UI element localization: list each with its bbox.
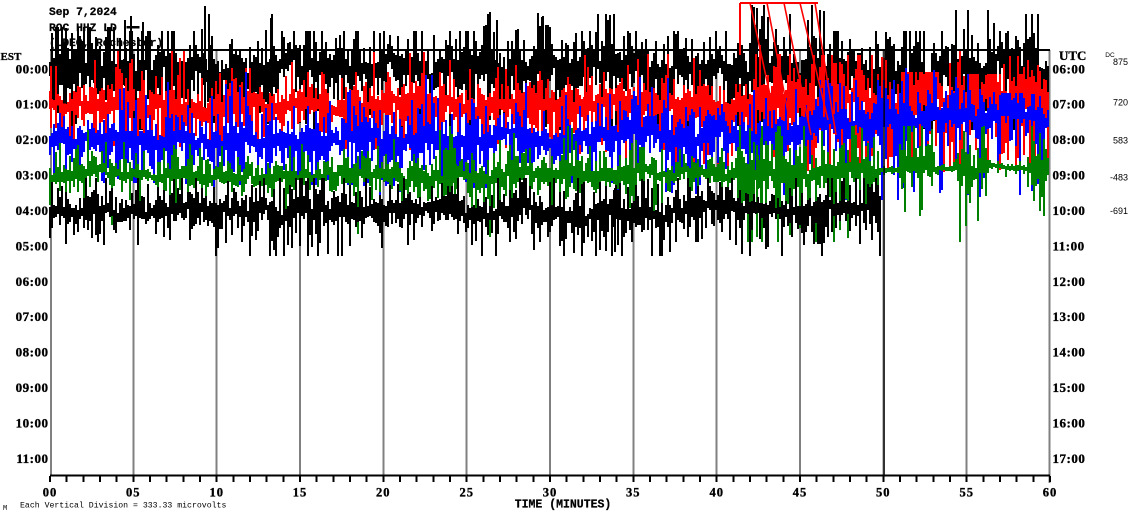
- svg-text:01:00: 01:00: [16, 97, 49, 112]
- svg-text:10:00: 10:00: [16, 416, 49, 431]
- svg-text:08:00: 08:00: [1053, 132, 1086, 147]
- svg-text:16:00: 16:00: [1053, 416, 1086, 431]
- svg-text:Each Vertical Division = 333.: Each Vertical Division = 333.33 microvol…: [20, 501, 226, 511]
- svg-text:M: M: [3, 505, 7, 513]
- svg-text:ROC HHZ LD: ROC HHZ LD: [49, 23, 117, 35]
- svg-text:55: 55: [959, 486, 974, 500]
- svg-text:Sep 7,2024: Sep 7,2024: [49, 7, 117, 19]
- svg-text:-483: -483: [1110, 173, 1128, 183]
- svg-text:15: 15: [293, 486, 308, 500]
- svg-text:00:00: 00:00: [16, 61, 49, 76]
- svg-text:875: 875: [1113, 57, 1128, 67]
- svg-text:30: 30: [543, 486, 558, 500]
- svg-text:05:00: 05:00: [16, 238, 49, 253]
- svg-text:11:00: 11:00: [1053, 238, 1085, 253]
- svg-text:60: 60: [1043, 486, 1058, 500]
- svg-text:00: 00: [43, 486, 58, 500]
- svg-text:EST: EST: [1, 51, 22, 63]
- svg-text:09:00: 09:00: [16, 380, 49, 395]
- svg-text:07:00: 07:00: [16, 309, 49, 324]
- svg-text:10: 10: [209, 486, 224, 500]
- svg-text:17:00: 17:00: [1053, 451, 1086, 466]
- svg-text:-691: -691: [1110, 206, 1128, 216]
- svg-text:12:00: 12:00: [1053, 274, 1086, 289]
- svg-text:04:00: 04:00: [16, 203, 49, 218]
- svg-text:13:00: 13:00: [1053, 309, 1086, 324]
- svg-text:583: 583: [1113, 136, 1128, 146]
- svg-text:05: 05: [126, 486, 141, 500]
- svg-text:10:00: 10:00: [1053, 203, 1086, 218]
- svg-text:06:00: 06:00: [1053, 61, 1086, 76]
- svg-text:07:00: 07:00: [1053, 97, 1086, 112]
- svg-text:02:00: 02:00: [16, 132, 49, 147]
- svg-text:14:00: 14:00: [1053, 345, 1086, 360]
- svg-text:40: 40: [709, 486, 724, 500]
- svg-text:15:00: 15:00: [1053, 380, 1086, 395]
- svg-text:03:00: 03:00: [16, 168, 49, 183]
- svg-text:(LDEO, Rochester): (LDEO, Rochester): [49, 38, 163, 50]
- svg-text:11:00: 11:00: [16, 451, 48, 466]
- svg-text:TIME (MINUTES): TIME (MINUTES): [515, 499, 612, 512]
- svg-text:50: 50: [876, 486, 891, 500]
- svg-text:20: 20: [376, 486, 391, 500]
- svg-text:UTC: UTC: [1059, 48, 1086, 63]
- svg-text:45: 45: [793, 486, 808, 500]
- svg-text:08:00: 08:00: [16, 345, 49, 360]
- svg-text:25: 25: [459, 486, 474, 500]
- svg-text:DC: DC: [1105, 52, 1115, 59]
- svg-text:35: 35: [626, 486, 641, 500]
- svg-text:720: 720: [1113, 98, 1128, 108]
- svg-text:06:00: 06:00: [16, 274, 49, 289]
- svg-text:09:00: 09:00: [1053, 168, 1086, 183]
